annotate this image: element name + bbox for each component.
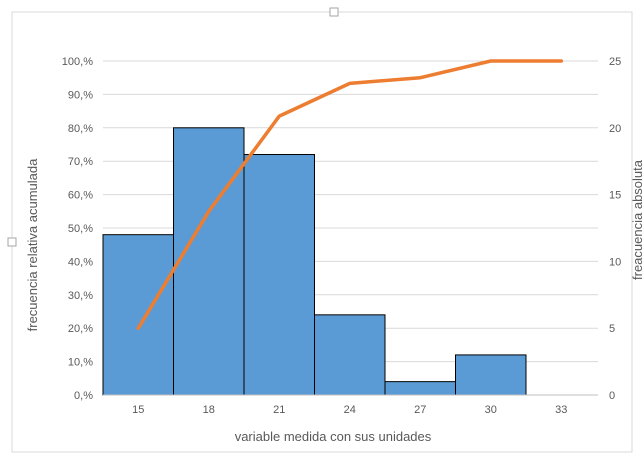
- left-tick-label: 100,%: [62, 56, 93, 68]
- x-tick-label: 15: [132, 404, 144, 416]
- x-axis: 15 18 21 24 27 30 33: [103, 394, 598, 416]
- left-axis: 0,% 10,% 20,% 30,% 40,% 50,% 60,% 70,% 80,% 90,% 1…: [62, 56, 93, 402]
- cumulative-line: [136, 59, 564, 330]
- left-tick-label: 0,%: [74, 390, 93, 402]
- x-tick-label: 30: [485, 404, 497, 416]
- left-tick-label: 20,%: [68, 323, 93, 335]
- chart-selection-border: [11, 11, 633, 453]
- right-tick-label: 5: [609, 323, 615, 335]
- x-tick-label: 21: [273, 404, 285, 416]
- left-tick-label: 30,%: [68, 290, 93, 302]
- right-tick-label: 20: [609, 123, 621, 135]
- left-axis-title: frecuencia relativa acumulada: [25, 158, 40, 331]
- left-tick-label: 60,%: [68, 190, 93, 202]
- left-tick-label: 90,%: [68, 89, 93, 101]
- bar: [455, 354, 527, 396]
- resize-handle-left[interactable]: [7, 237, 17, 247]
- bar: [243, 154, 315, 396]
- bar: [173, 127, 245, 396]
- left-tick-label: 40,%: [68, 256, 93, 268]
- bar: [384, 381, 456, 396]
- line-series: [136, 59, 564, 330]
- right-tick-label: 25: [609, 56, 621, 68]
- left-tick-label: 10,%: [68, 357, 93, 369]
- bar: [102, 234, 174, 396]
- left-tick-label: 50,%: [68, 223, 93, 235]
- left-tick-label: 80,%: [68, 123, 93, 135]
- right-tick-label: 10: [609, 256, 621, 268]
- right-tick-label: 0: [609, 390, 615, 402]
- x-tick-label: 24: [344, 404, 356, 416]
- right-axis-title: freacuencia absoluta: [630, 159, 643, 280]
- x-tick-label: 27: [414, 404, 426, 416]
- bar: [314, 314, 386, 396]
- left-tick-label: 70,%: [68, 156, 93, 168]
- right-tick-label: 15: [609, 190, 621, 202]
- x-axis-title: variable medida con sus unidades: [235, 429, 432, 444]
- resize-handle-top[interactable]: [329, 7, 339, 17]
- x-tick-label: 33: [555, 404, 567, 416]
- x-tick-label: 18: [203, 404, 215, 416]
- bar-series: [102, 127, 527, 396]
- right-axis: 0 5 10 15 20 25: [609, 56, 621, 402]
